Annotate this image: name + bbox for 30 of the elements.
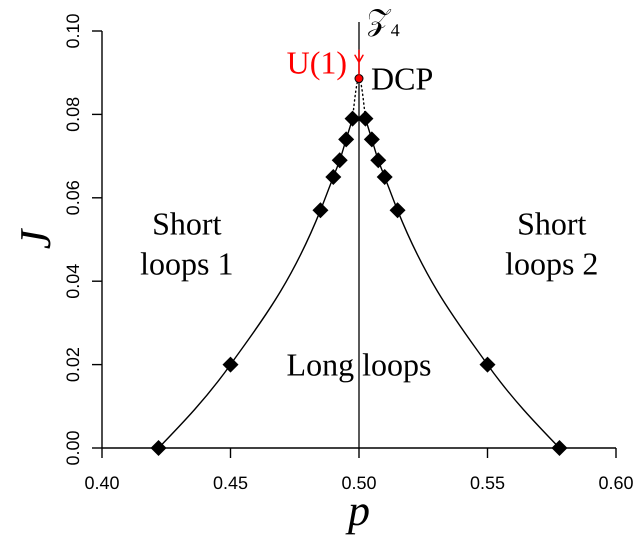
point [222, 356, 238, 373]
x-tick-label: 0.60 [598, 473, 634, 493]
y-axis-title: J [11, 227, 60, 250]
annotation: DCP [371, 60, 434, 97]
y-tick-label: 0.06 [63, 180, 83, 216]
point [312, 202, 328, 218]
y-tick-label: 0.08 [63, 96, 83, 132]
y-tick-label: 0.04 [63, 264, 83, 299]
annotation: Long loops [286, 346, 432, 383]
annotation: U(1) [286, 44, 347, 80]
point [150, 440, 167, 456]
y-tick-label: 0.10 [63, 13, 83, 49]
point [480, 356, 496, 373]
point [354, 74, 364, 84]
y-tick-label: 0.00 [63, 430, 83, 466]
point [325, 168, 342, 185]
annotation: Short loops 2 [505, 206, 598, 282]
ref-line-label: 𝒵₄ [367, 4, 400, 37]
point [551, 440, 568, 456]
x-tick-label: 0.55 [470, 473, 506, 493]
x-tick-label: 0.45 [212, 473, 248, 493]
point [332, 152, 348, 168]
x-tick-label: 0.40 [84, 473, 120, 493]
point [370, 152, 386, 168]
point [364, 131, 380, 148]
point [338, 131, 354, 148]
y-tick-label: 0.02 [63, 347, 83, 382]
point [376, 168, 393, 185]
annotation: Short loops 1 [140, 206, 234, 282]
point [390, 202, 406, 218]
